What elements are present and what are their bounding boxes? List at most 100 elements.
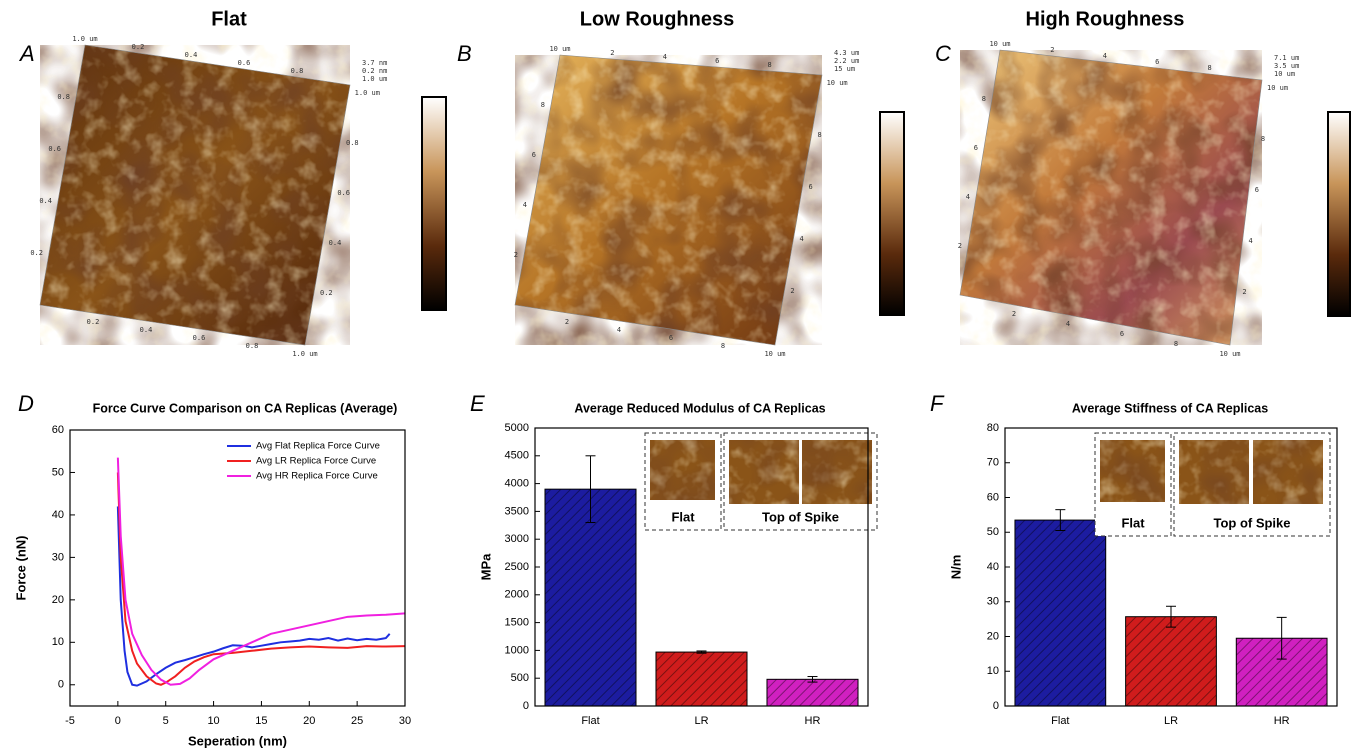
afm-axis-label: 3.7 nm	[362, 59, 387, 67]
afm-axis-label: 8	[767, 61, 771, 69]
y-tick-label: 4000	[505, 478, 529, 490]
afm-axis-label: 0.8	[346, 139, 359, 147]
afm-axis-label: 8	[541, 101, 545, 109]
afm-axis-label: 0.2	[320, 289, 333, 297]
afm-axis-label: 0.4	[39, 197, 52, 205]
afm-axis-label: 4	[523, 201, 527, 209]
y-tick-label: 3000	[505, 533, 529, 545]
afm-axis-label: 4	[617, 326, 621, 334]
afm-axis-label: 2.2 um	[834, 57, 859, 65]
afm-axis-label: 6	[808, 183, 812, 191]
afm-axis-label: 1.0 um	[362, 75, 387, 83]
afm-axis-label: 0.8	[246, 342, 259, 350]
y-tick-label: 30	[987, 596, 999, 608]
afm-axis-label: 0.4	[329, 239, 342, 247]
panel-letter: B	[457, 41, 472, 66]
afm-axis-label: 3.5 um	[1274, 62, 1299, 70]
afm-axis-label: 10 um	[1267, 84, 1288, 92]
x-tick-label: 30	[399, 715, 411, 727]
afm-axis-label: 0.8	[291, 67, 304, 75]
y-tick-label: 20	[987, 630, 999, 642]
panel-title: Low Roughness	[580, 8, 734, 30]
afm-highlights	[960, 50, 1262, 345]
y-tick-label: 1500	[505, 617, 529, 629]
panel-letter: E	[470, 391, 485, 416]
afm-axis-label: 8	[1207, 64, 1211, 72]
afm-axis-label: 8	[1261, 135, 1265, 143]
legend-label: Avg HR Replica Force Curve	[256, 471, 378, 482]
x-tick-label: LR	[694, 715, 708, 727]
y-tick-label: 40	[52, 509, 64, 521]
afm-axis-label: 7.1 um	[1274, 54, 1299, 62]
y-tick-label: 10	[52, 636, 64, 648]
afm-axis-label: 0.2	[132, 43, 145, 51]
afm-axis-label: 0.4	[185, 51, 198, 59]
panel-title: Flat	[211, 8, 247, 30]
y-tick-label: 4500	[505, 450, 529, 462]
y-tick-label: 20	[52, 594, 64, 606]
afm-axis-label: 0.2	[87, 318, 100, 326]
x-tick-label: 5	[163, 715, 169, 727]
panel-letter: C	[935, 41, 951, 66]
force-curve	[116, 457, 406, 686]
y-tick-label: 60	[987, 491, 999, 503]
afm-axis-label: 15 um	[834, 65, 855, 73]
inset-label: Flat	[671, 509, 695, 524]
afm-edge	[514, 54, 823, 346]
x-tick-label: 15	[255, 715, 267, 727]
y-tick-label: 0	[523, 700, 529, 712]
chart-title: Average Stiffness of CA Replicas	[1072, 401, 1268, 415]
y-tick-label: 1000	[505, 644, 529, 656]
bar	[766, 678, 859, 707]
afm-axis-label: 2	[1050, 46, 1054, 54]
y-tick-label: 10	[987, 665, 999, 677]
y-tick-label: 40	[987, 561, 999, 573]
afm-axis-label: 0.4	[140, 326, 153, 334]
chart-title: Average Reduced Modulus of CA Replicas	[574, 401, 825, 415]
y-tick-label: 0	[58, 679, 64, 691]
afm-axis-label: 6	[974, 144, 978, 152]
x-tick-label: 0	[115, 715, 121, 727]
inset-shade	[729, 440, 799, 504]
bar	[1014, 519, 1107, 707]
y-axis-label: Force (nN)	[13, 536, 28, 601]
inset-shade	[1179, 440, 1249, 504]
afm-axis-label: 2	[790, 287, 794, 295]
afm-axis-label: 8	[982, 95, 986, 103]
y-tick-label: 60	[52, 424, 64, 436]
x-tick-label: LR	[1164, 715, 1178, 727]
afm-axis-label: 6	[1120, 330, 1124, 338]
y-tick-label: 50	[987, 526, 999, 538]
inset-shade	[650, 440, 715, 500]
afm-axis-label: 10 um	[1274, 70, 1295, 78]
afm-edge	[39, 44, 351, 346]
panel-letter: A	[18, 41, 35, 66]
inset-label: Top of Spike	[762, 509, 839, 524]
x-tick-label: Flat	[1051, 715, 1069, 727]
inset-label: Top of Spike	[1213, 515, 1290, 530]
y-axis-label: MPa	[478, 553, 493, 581]
y-tick-label: 30	[52, 551, 64, 563]
afm-axis-label: 0.6	[48, 145, 61, 153]
afm-axis-label: 2	[565, 318, 569, 326]
x-axis-label: Seperation (nm)	[188, 733, 287, 748]
y-tick-label: 2500	[505, 561, 529, 573]
force-curve	[116, 472, 406, 686]
bar	[655, 651, 748, 707]
afm-axis-label: 4	[1249, 237, 1253, 245]
afm-axis-label: 10 um	[549, 45, 570, 53]
x-tick-label: Flat	[581, 715, 599, 727]
y-tick-label: 5000	[505, 422, 529, 434]
afm-axis-label: 10 um	[989, 40, 1010, 48]
legend-label: Avg LR Replica Force Curve	[256, 456, 376, 467]
colorbar	[879, 111, 905, 316]
afm-axis-label: 2	[610, 49, 614, 57]
afm-axis-label: 0.2	[30, 249, 43, 257]
x-tick-label: 20	[303, 715, 315, 727]
afm-axis-label: 4	[663, 53, 667, 61]
afm-axis-label: 0.8	[57, 93, 70, 101]
afm-axis-label: 2	[514, 251, 518, 259]
y-tick-label: 70	[987, 457, 999, 469]
y-tick-label: 2000	[505, 589, 529, 601]
